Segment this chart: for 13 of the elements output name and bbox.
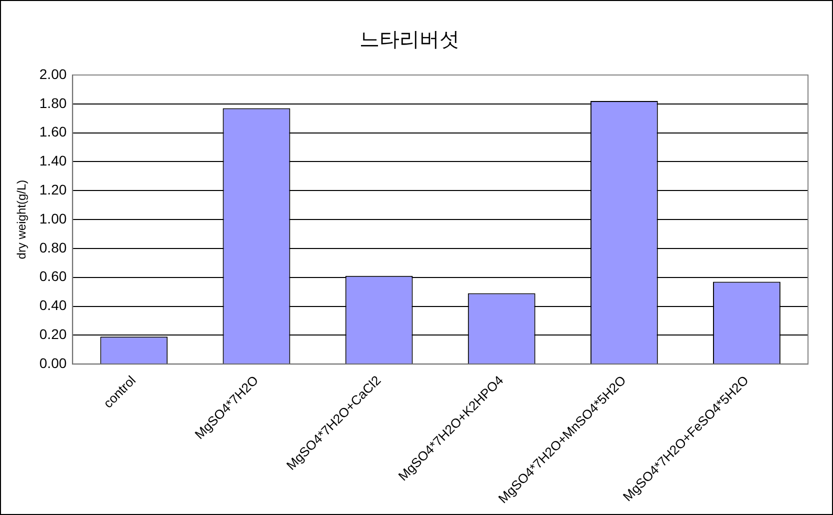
y-tick-label: 1.00 [39, 210, 67, 226]
y-tick-label: 0.80 [39, 239, 67, 256]
y-tick-label: 1.40 [39, 152, 67, 169]
y-tick-label: 0.40 [39, 297, 67, 314]
y-tick-label: 0.00 [39, 354, 67, 371]
y-tick-label: 0.60 [39, 268, 67, 284]
y-tick-label: 1.20 [39, 181, 67, 198]
y-tick-label: 0.20 [39, 326, 67, 342]
y-axis-title: dry weight(g/L) [14, 180, 29, 260]
y-tick-label: 1.80 [39, 94, 67, 111]
y-tick-label: 2.00 [39, 66, 67, 82]
chart-title: 느타리버섯 [360, 27, 460, 52]
y-tick-label: 1.60 [39, 124, 67, 140]
